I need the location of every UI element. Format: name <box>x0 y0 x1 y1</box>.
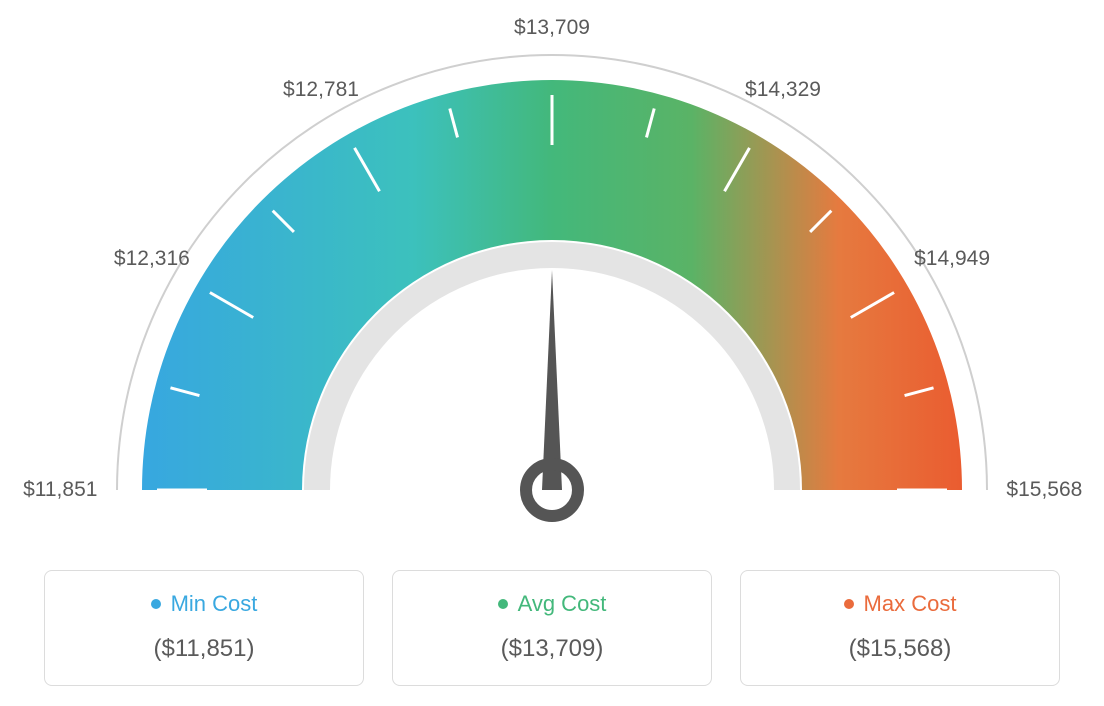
gauge-chart: $11,851$12,316$12,781$13,709$14,329$14,9… <box>20 20 1084 540</box>
gauge-tick-label: $11,851 <box>23 478 97 502</box>
legend-title: Avg Cost <box>393 591 711 617</box>
legend-value: ($15,568) <box>741 635 1059 663</box>
legend-title-label: Max Cost <box>864 591 957 617</box>
legend-dot-icon <box>844 599 854 609</box>
legend-dot-icon <box>498 599 508 609</box>
legend-box: Avg Cost ($13,709) <box>392 570 712 686</box>
legend-title-label: Avg Cost <box>518 591 607 617</box>
gauge-svg <box>20 20 1084 540</box>
gauge-tick-label: $12,316 <box>114 247 190 271</box>
gauge-tick-label: $14,949 <box>914 247 990 271</box>
gauge-tick-label: $12,781 <box>283 78 359 102</box>
legend-box: Min Cost ($11,851) <box>44 570 364 686</box>
gauge-tick-label: $15,568 <box>1006 478 1082 502</box>
legend-title-label: Min Cost <box>171 591 258 617</box>
legend-row: Min Cost ($11,851) Avg Cost ($13,709) Max Co… <box>20 570 1084 686</box>
gauge-needle <box>542 270 562 490</box>
legend-box: Max Cost ($15,568) <box>740 570 1060 686</box>
legend-dot-icon <box>151 599 161 609</box>
legend-title: Max Cost <box>741 591 1059 617</box>
gauge-tick-label: $13,709 <box>514 16 590 40</box>
legend-title: Min Cost <box>45 591 363 617</box>
legend-value: ($11,851) <box>45 635 363 663</box>
gauge-tick-label: $14,329 <box>745 78 821 102</box>
legend-value: ($13,709) <box>393 635 711 663</box>
